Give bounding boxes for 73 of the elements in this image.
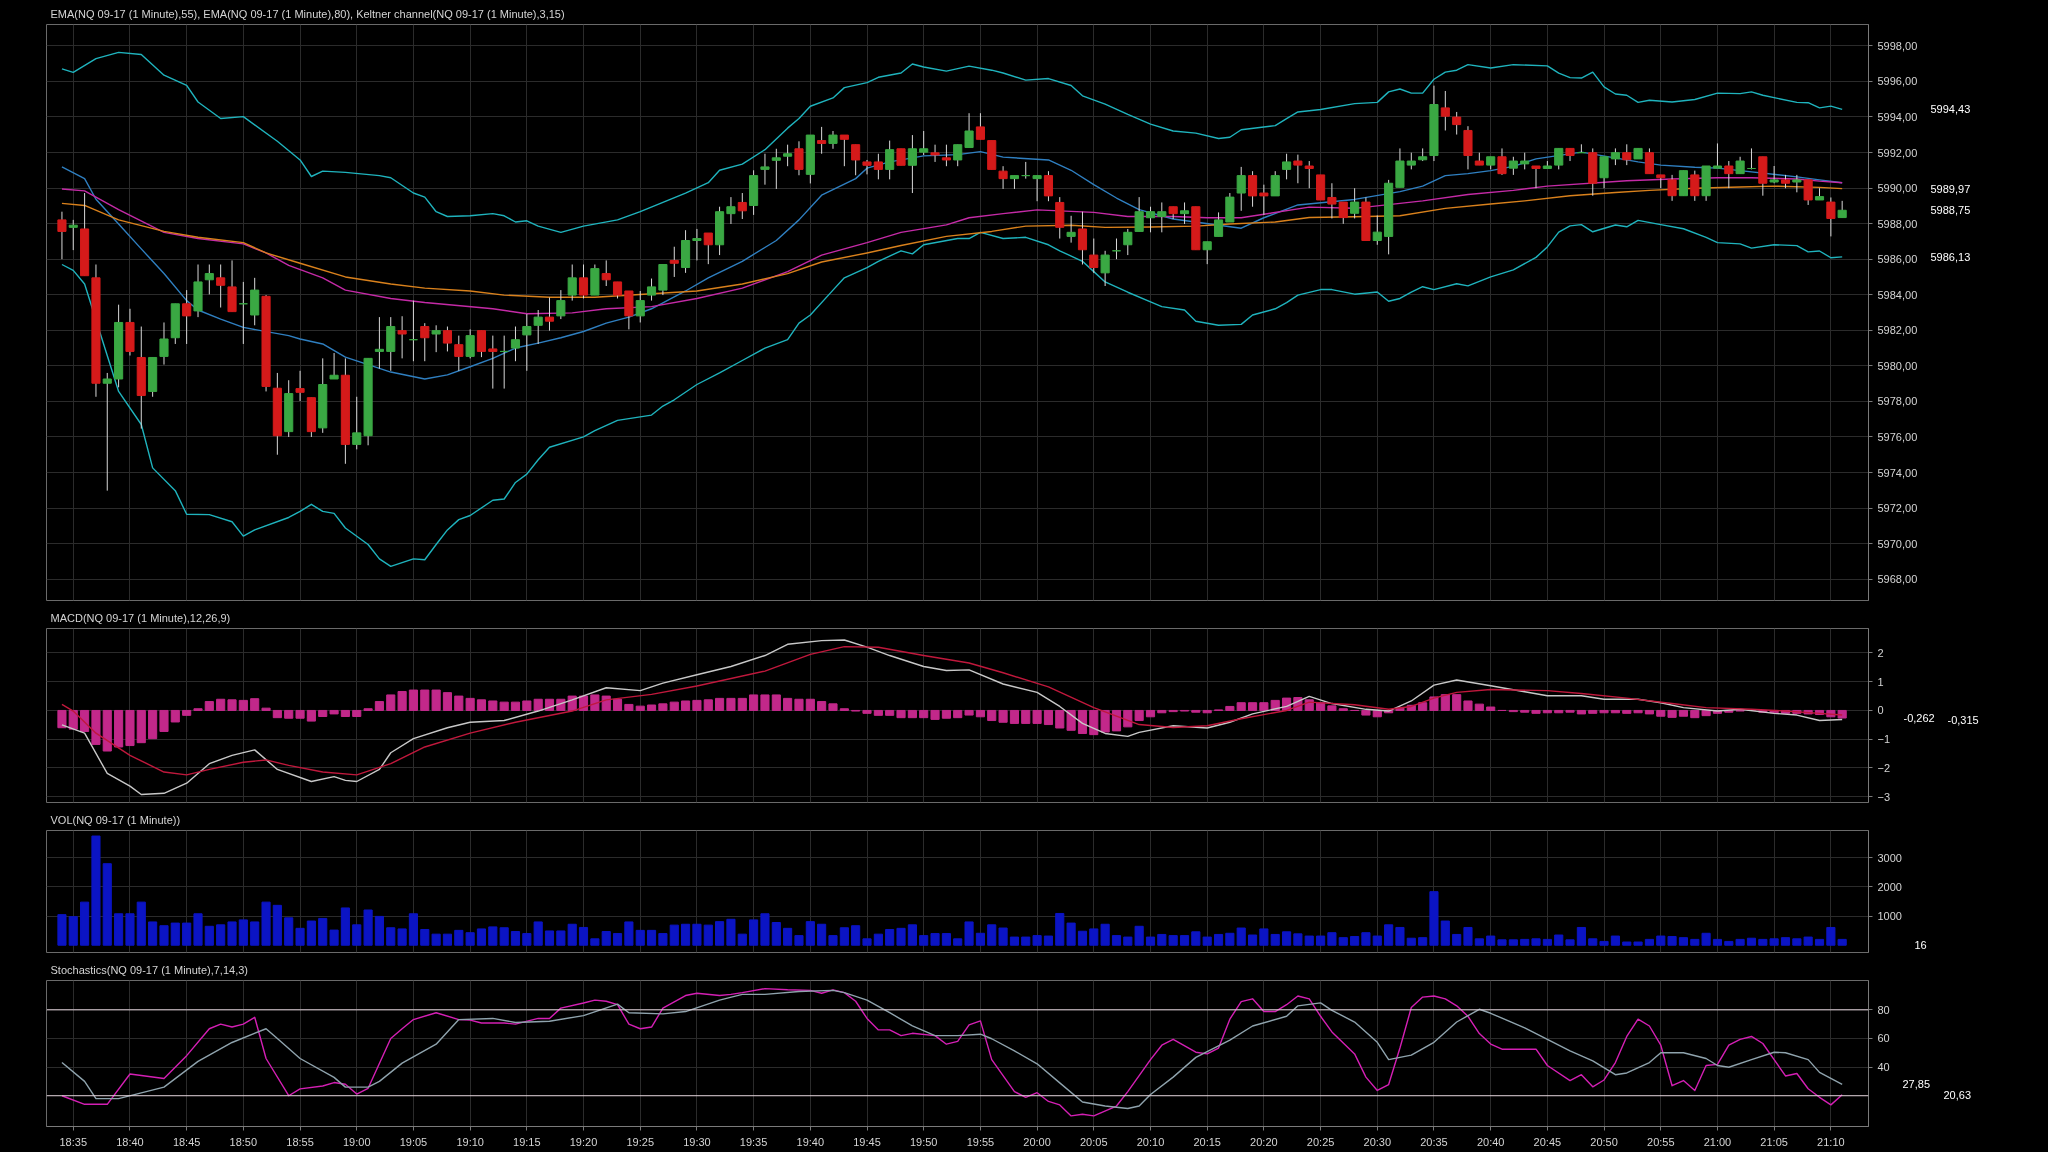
x-tick-label: 19:30: [683, 1135, 711, 1148]
y-tick-label: 2000: [1877, 880, 1902, 893]
x-tick-label: 19:10: [456, 1135, 484, 1148]
y-tick-label: −3: [1877, 790, 1891, 803]
y-tick-label: 80: [1877, 1003, 1890, 1016]
y-tick-label: 5984,00: [1877, 288, 1918, 301]
x-tick-label: 19:20: [569, 1135, 598, 1148]
x-tick-label: 19:00: [342, 1135, 371, 1148]
x-tick-label: 19:25: [626, 1135, 655, 1148]
text: -0,315: [1947, 713, 1979, 726]
chart-title: Stochastics(NQ 09-17 (1 Minute),7,14,3): [50, 963, 248, 976]
y-tick-label: 5996,00: [1877, 75, 1918, 88]
y-tick-label: 5980,00: [1877, 359, 1918, 372]
x-tick-label: 19:45: [853, 1135, 881, 1148]
x-tick-label: 21:10: [1817, 1135, 1845, 1148]
y-tick-label: 5968,00: [1877, 573, 1918, 586]
y-tick-label: 5988,00: [1877, 217, 1918, 230]
y-tick-label: −1: [1877, 733, 1891, 746]
y-tick-label: 5986,00: [1877, 253, 1918, 266]
y-tick-label: 0: [1877, 704, 1884, 717]
x-tick-label: 19:35: [739, 1135, 768, 1148]
text: 27,85: [1902, 1078, 1931, 1091]
chart-title: EMA(NQ 09-17 (1 Minute),55), EMA(NQ 09-17 (1 Minute),80), Keltner channel(NQ 09-17 (1 Minute),3,15): [50, 7, 565, 20]
x-tick-label: 18:40: [116, 1135, 144, 1148]
x-tick-label: 21:00: [1703, 1135, 1732, 1148]
chart-title: MACD(NQ 09-17 (1 Minute),12,26,9): [50, 611, 231, 624]
y-tick-label: 1: [1877, 675, 1884, 688]
text: -0,262: [1903, 712, 1935, 724]
y-tick-label: 5972,00: [1877, 502, 1918, 515]
y-tick-label: 5970,00: [1877, 537, 1918, 550]
x-tick-label: 18:55: [286, 1135, 314, 1148]
x-tick-label: 20:35: [1420, 1135, 1448, 1148]
y-tick-label: 5998,00: [1877, 39, 1918, 52]
x-tick-label: 21:05: [1760, 1135, 1788, 1148]
x-tick-label: 20:15: [1193, 1135, 1221, 1148]
x-tick-label: 19:15: [513, 1135, 541, 1148]
y-tick-label: 5982,00: [1877, 324, 1918, 337]
y-tick-label: 3000: [1877, 851, 1902, 864]
x-tick-label: 20:00: [1023, 1135, 1051, 1148]
y-tick-label: 1000: [1877, 910, 1902, 923]
x-tick-label: 19:50: [909, 1135, 938, 1148]
x-tick-label: 18:35: [59, 1135, 88, 1148]
y-tick-label: 5976,00: [1877, 430, 1918, 443]
x-tick-label: 20:25: [1306, 1135, 1335, 1148]
x-tick-label: 20:10: [1136, 1135, 1165, 1148]
x-tick-label: 20:30: [1363, 1135, 1392, 1148]
y-tick-label: 40: [1877, 1061, 1890, 1074]
y-tick-label: 60: [1877, 1032, 1890, 1045]
y-tick-label: 5990,00: [1877, 182, 1918, 195]
x-tick-label: 19:05: [399, 1135, 428, 1148]
x-tick-label: 20:55: [1647, 1135, 1675, 1148]
x-tick-label: 20:50: [1590, 1135, 1618, 1148]
y-tick-label: −2: [1877, 761, 1891, 774]
x-tick-label: 20:40: [1476, 1135, 1505, 1148]
x-tick-label: 19:55: [966, 1135, 995, 1148]
y-tick-label: 2: [1877, 646, 1884, 659]
chart-title: VOL(NQ 09-17 (1 Minute)): [50, 813, 181, 826]
y-tick-label: 5974,00: [1877, 466, 1918, 479]
text: 20,63: [1943, 1088, 1972, 1101]
text: 5994,43: [1930, 103, 1971, 116]
x-tick-label: 19:40: [796, 1135, 825, 1148]
x-tick-label: 20:05: [1080, 1135, 1108, 1148]
text: 16: [1914, 938, 1927, 951]
text: 5989,97: [1930, 182, 1971, 195]
text: 5988,75: [1930, 204, 1971, 217]
text: 5986,13: [1930, 250, 1971, 263]
x-tick-label: 20:20: [1250, 1135, 1278, 1148]
x-tick-label: 20:45: [1533, 1135, 1562, 1148]
x-tick-label: 18:45: [172, 1135, 201, 1148]
y-tick-label: 5994,00: [1877, 110, 1918, 123]
x-tick-label: 18:50: [229, 1135, 258, 1148]
y-tick-label: 5978,00: [1877, 395, 1918, 408]
y-tick-label: 5992,00: [1877, 146, 1918, 159]
